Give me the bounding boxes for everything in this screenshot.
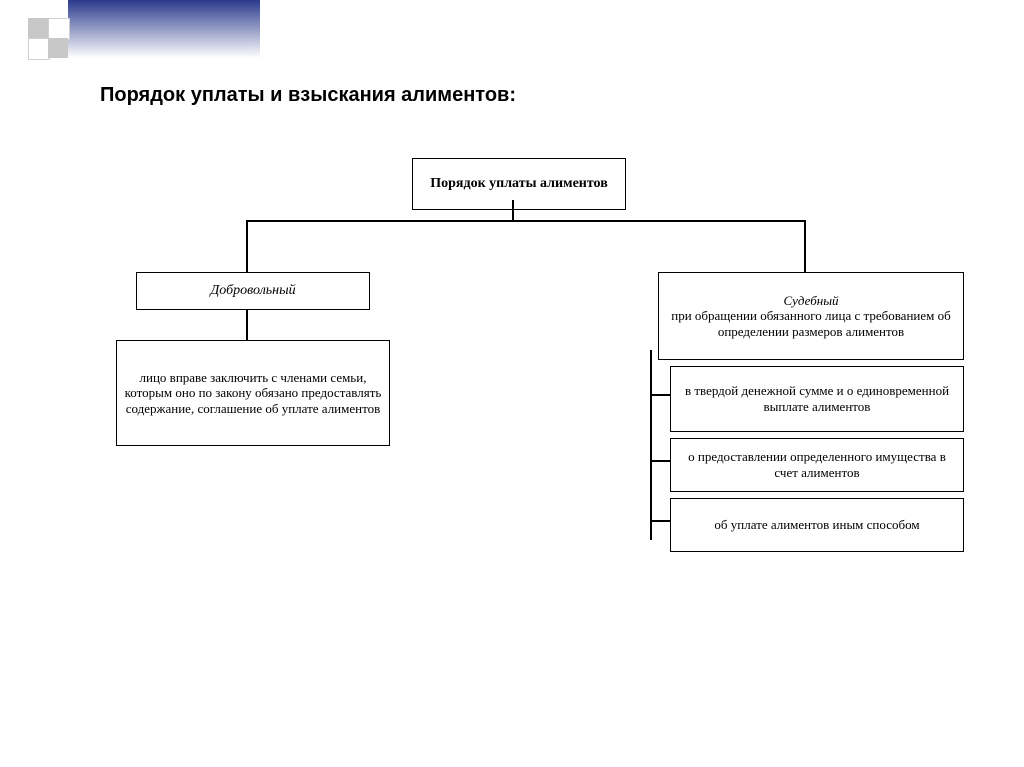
connector	[650, 394, 670, 396]
right-branch-title: Судебный	[783, 293, 838, 309]
slide: Порядок уплаты и взыскания алиментов: По…	[0, 0, 1024, 767]
deco-square-3	[28, 38, 50, 60]
deco-square-2	[48, 18, 70, 40]
connector	[650, 460, 670, 462]
connector	[650, 520, 670, 522]
right-branch-subtitle: при обращении обязанного лица с требован…	[665, 308, 957, 339]
deco-square-4	[48, 38, 68, 58]
connector	[246, 220, 804, 222]
left-branch-detail: лицо вправе заключить с членами семьи, к…	[116, 340, 390, 446]
connector	[512, 200, 514, 220]
right-item-2: о предоставлении определенного имущества…	[670, 438, 964, 492]
right-item-1: в твердой денежной сумме и о единовремен…	[670, 366, 964, 432]
connector	[650, 350, 652, 540]
right-item-3: об уплате алиментов иным способом	[670, 498, 964, 552]
right-branch-header: Судебный при обращении обязанного лица с…	[658, 272, 964, 360]
corner-decoration	[0, 0, 260, 64]
connector	[804, 220, 806, 272]
left-branch-header: Добровольный	[136, 272, 370, 310]
page-title: Порядок уплаты и взыскания алиментов:	[100, 84, 516, 107]
connector	[246, 220, 248, 272]
root-node: Порядок уплаты алиментов	[412, 158, 626, 210]
deco-square-1	[28, 18, 48, 38]
